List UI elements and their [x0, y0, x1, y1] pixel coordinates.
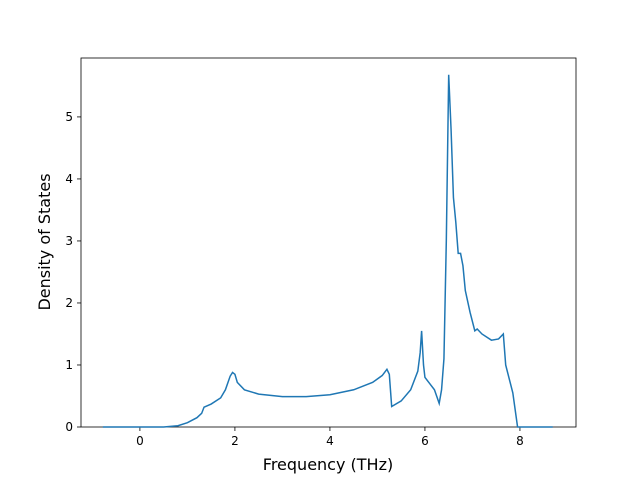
x-tick-label: 0	[136, 434, 144, 448]
y-tick-label: 2	[65, 296, 73, 310]
x-axis-label: Frequency (THz)	[263, 455, 393, 474]
y-axis-label: Density of States	[35, 173, 54, 310]
y-tick-label: 1	[65, 358, 73, 372]
x-tick-label: 8	[516, 434, 524, 448]
y-tick-label: 0	[65, 420, 73, 434]
plot-frame	[80, 57, 577, 428]
line-series	[102, 74, 553, 428]
x-tick-label: 6	[421, 434, 429, 448]
y-tick-label: 5	[65, 110, 73, 124]
x-tick-label: 4	[326, 434, 334, 448]
y-tick-label: 3	[65, 234, 73, 248]
x-tick-label: 2	[231, 434, 239, 448]
y-tick-label: 4	[65, 172, 73, 186]
